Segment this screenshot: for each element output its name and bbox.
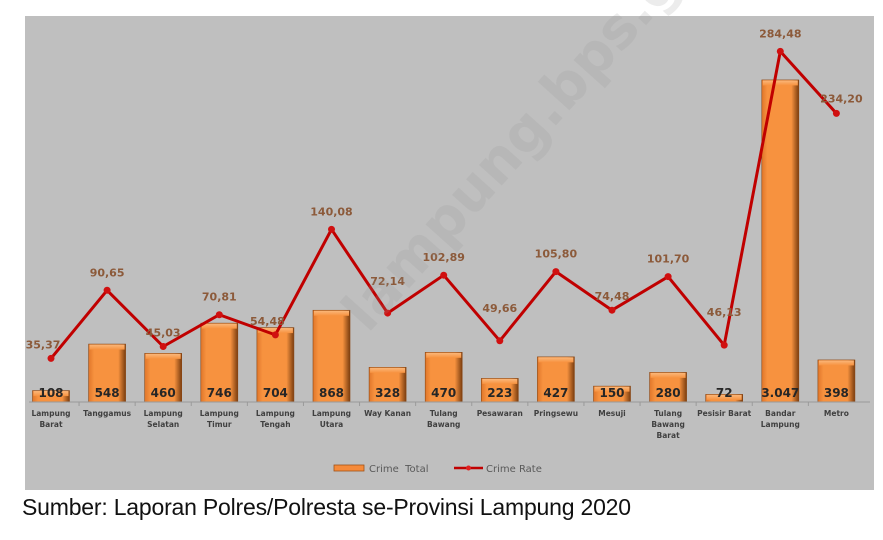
rate-marker [271, 331, 279, 339]
legend-line-label: Crime Rate [486, 464, 542, 475]
bar-6 [368, 367, 407, 403]
legend: Crime Total Crime Rate [333, 464, 542, 475]
rate-value-label: 140,08 [310, 205, 352, 218]
category-label: Bawang [427, 420, 460, 429]
rate-marker [47, 354, 55, 362]
bar-4 [256, 327, 295, 403]
category-label: Selatan [147, 420, 179, 429]
rate-marker [664, 273, 672, 281]
category-label: Utara [320, 420, 344, 429]
rate-value-label: 72,14 [370, 275, 405, 288]
bar-value-label: 280 [656, 386, 681, 400]
rate-marker [608, 306, 616, 314]
category-label: Timur [207, 420, 232, 429]
rate-marker [103, 286, 111, 294]
rate-value-label: 35,37 [26, 338, 61, 351]
category-label: Way Kanan [364, 409, 411, 418]
category-label: Lampung [200, 409, 239, 418]
category-label: Pesawaran [477, 409, 523, 418]
rate-marker [496, 337, 504, 345]
source-note: Sumber: Laporan Polres/Polresta se-Provi… [22, 494, 631, 520]
rate-value-label: 234,20 [820, 92, 863, 105]
rate-value-label: 46,13 [707, 306, 742, 319]
rate-value-label: 101,70 [647, 253, 690, 266]
rate-value-labels: 35,37 90,65 45,03 70,81 54,48 140,08 72,14 102,… [26, 27, 863, 351]
bar-value-label: 72 [716, 386, 733, 400]
rate-value-label: 102,89 [422, 251, 464, 264]
category-labels: Lampung Barat Tanggamus Lampung Selatan Lampu… [31, 409, 848, 440]
legend-bar-swatch [333, 464, 365, 472]
bar-value-label: 108 [38, 386, 63, 400]
bar-2 [144, 353, 182, 403]
rate-marker [552, 268, 560, 276]
category-label: Pringsewu [534, 409, 578, 418]
bar-14 [817, 359, 856, 403]
category-label: Tanggamus [83, 409, 132, 418]
rate-marker [720, 341, 728, 349]
bar-value-label: 223 [487, 386, 512, 400]
bar-11 [649, 372, 687, 403]
bar-value-label: 427 [543, 386, 568, 400]
rate-value-label: 54,48 [250, 315, 285, 328]
bar-1 [88, 343, 126, 403]
rate-value-label: 49,66 [482, 302, 517, 315]
bar-value-label: 470 [431, 386, 456, 400]
bar-value-label: 328 [375, 386, 400, 400]
rate-value-label: 45,03 [146, 327, 181, 340]
rate-marker [384, 309, 392, 317]
rate-value-label: 90,65 [90, 266, 125, 279]
category-label: Bawang [651, 420, 684, 429]
category-label: Lampung [761, 420, 800, 429]
rate-marker [832, 109, 840, 117]
bar-10 [593, 385, 631, 403]
bar-value-label: 460 [151, 386, 176, 400]
rate-marker [159, 343, 167, 351]
legend-bar-label: Crime Total [369, 464, 428, 475]
rate-value-label: 70,81 [202, 291, 237, 304]
bar-value-label: 704 [263, 386, 288, 400]
bar-13 [761, 79, 800, 403]
category-label: Lampung [312, 409, 351, 418]
category-label: Tulang [654, 409, 682, 418]
bar-9 [537, 356, 575, 403]
rate-marker [215, 311, 223, 319]
legend-line-marker [466, 465, 471, 471]
crime-total-bars [32, 79, 856, 403]
category-label: Lampung [256, 409, 295, 418]
category-label: Mesuji [598, 409, 626, 418]
bar-5 [312, 309, 351, 403]
bar-value-label: 746 [207, 386, 232, 400]
rate-marker [440, 271, 448, 279]
category-label: Tengah [260, 420, 290, 429]
rate-value-label: 105,80 [535, 248, 578, 261]
bar-value-label: 150 [599, 386, 624, 400]
x-axis-ticks [78, 402, 809, 406]
category-label: Metro [824, 409, 849, 418]
bar-3 [200, 322, 239, 403]
rate-value-label: 284,48 [759, 27, 801, 40]
bar-value-label: 3.047 [761, 386, 799, 400]
category-label: Barat [39, 420, 63, 429]
category-label: Tulang [430, 409, 458, 418]
combo-chart: 108 548 460 746 704 868 328 470 223 427 150 280 72 3.… [26, 27, 870, 475]
category-label: Lampung [31, 409, 70, 418]
crime-rate-line [47, 47, 840, 362]
rate-marker [328, 225, 335, 233]
category-label: Bandar [765, 409, 796, 418]
bar-value-label: 548 [95, 386, 120, 400]
chart-panel: 108 548 460 746 704 868 328 470 223 427 150 280 72 3.… [25, 16, 874, 490]
category-label: Lampung [144, 409, 183, 418]
bar-7 [424, 352, 463, 403]
bar-value-label: 868 [319, 386, 344, 400]
bar-value-label: 398 [824, 386, 849, 400]
category-label: Barat [657, 431, 681, 440]
rate-marker [776, 47, 784, 55]
bar-value-labels: 108 548 460 746 704 868 328 470 223 427 150 280 72 3.… [38, 386, 848, 400]
rate-value-label: 74,48 [595, 290, 630, 303]
category-label: Pesisir Barat [697, 409, 752, 418]
